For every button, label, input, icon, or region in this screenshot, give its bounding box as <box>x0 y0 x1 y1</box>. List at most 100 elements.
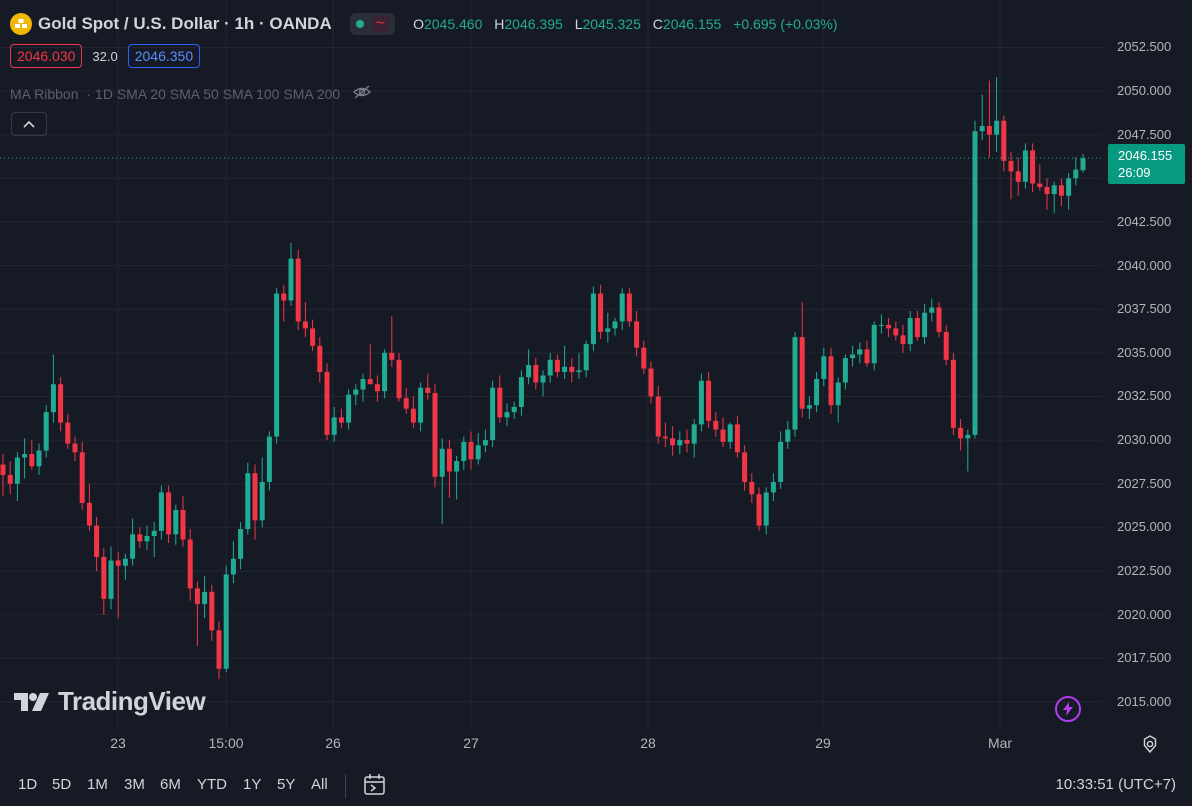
candle-body <box>929 307 935 313</box>
candle-body <box>677 440 683 446</box>
candle-body <box>86 502 92 526</box>
range-button-3m[interactable]: 3M <box>124 776 145 793</box>
candle-body <box>950 359 956 428</box>
candle-body <box>432 392 438 477</box>
timezone-clock[interactable]: 10:33:51 (UTC+7) <box>1055 776 1176 793</box>
candle-body <box>785 429 791 442</box>
candle-body <box>144 536 150 542</box>
lightning-icon[interactable] <box>1055 696 1081 722</box>
time-axis-label: 23 <box>110 735 126 751</box>
quote-row: 2046.030 32.0 2046.350 <box>10 44 201 68</box>
candle-body <box>914 317 920 338</box>
candle-body <box>410 408 416 423</box>
candle-body <box>101 556 107 599</box>
candle-body <box>922 312 928 338</box>
buy-price-button[interactable]: 2046.350 <box>127 44 201 68</box>
ohlc-values: O2045.460 H2046.395 L2045.325 C2046.155 … <box>413 16 837 32</box>
symbol-title[interactable]: Gold Spot / U.S. Dollar · 1h · OANDA <box>38 14 332 33</box>
candle-body <box>576 370 582 373</box>
tradingview-logo[interactable]: TradingView <box>14 686 206 717</box>
candle-body <box>396 359 402 399</box>
indicator-legend[interactable]: MA Ribbon · 1D SMA 20 SMA 50 SMA 100 SMA… <box>10 84 372 103</box>
time-axis-label: 29 <box>815 735 831 751</box>
range-button-all[interactable]: All <box>311 776 328 793</box>
candle-body <box>698 380 704 425</box>
candle-body <box>1066 178 1072 196</box>
high-value: 2046.395 <box>504 16 563 32</box>
price-axis-label: 2017.500 <box>1117 650 1172 666</box>
range-button-5d[interactable]: 5D <box>52 776 72 793</box>
candle-body <box>893 328 899 336</box>
candle-body <box>756 494 762 526</box>
candle-body <box>0 464 6 475</box>
candle-body <box>655 396 661 437</box>
sell-price-button[interactable]: 2046.030 <box>10 44 83 68</box>
candle-body <box>554 359 560 373</box>
candle-body <box>828 356 834 406</box>
candle-body <box>72 443 78 453</box>
candle-body <box>986 125 992 135</box>
candle-body <box>418 387 424 423</box>
price-axis-label: 2040.000 <box>1117 257 1172 273</box>
collapse-legend-button[interactable] <box>11 112 47 136</box>
candle-body <box>302 321 308 329</box>
market-status-pill[interactable]: ~ <box>349 13 396 35</box>
candle-body <box>850 354 856 359</box>
toolbar-divider <box>345 774 346 798</box>
indicator-name: MA Ribbon <box>10 85 79 102</box>
candle-body <box>763 492 769 526</box>
candle-body <box>223 574 229 669</box>
change-value: +0.695 (+0.03%) <box>733 16 838 32</box>
candle-body <box>799 337 805 409</box>
candle-body <box>295 258 301 322</box>
candle-body <box>598 293 604 332</box>
low-value: 2045.325 <box>582 16 641 32</box>
candle-body <box>583 344 589 371</box>
settings-gear-icon[interactable] <box>1140 734 1160 759</box>
range-button-6m[interactable]: 6M <box>160 776 181 793</box>
close-value: 2046.155 <box>662 16 722 32</box>
price-axis-label: 2042.500 <box>1117 213 1172 229</box>
range-button-5y[interactable]: 5Y <box>277 776 296 793</box>
candle-body <box>842 358 848 383</box>
candle-body <box>130 534 136 559</box>
range-button-ytd[interactable]: YTD <box>197 776 227 793</box>
candle-body <box>1044 187 1050 195</box>
hidden-eye-icon[interactable] <box>352 84 372 103</box>
candle-body <box>864 349 870 364</box>
candle-body <box>252 473 258 521</box>
range-button-1d[interactable]: 1D <box>18 776 38 793</box>
candle-body <box>684 440 690 444</box>
price-axis-label: 2032.500 <box>1117 388 1172 404</box>
chart-legend: Gold Spot / U.S. Dollar · 1h · OANDA ~ O… <box>10 10 838 38</box>
candle-body <box>1008 160 1014 172</box>
last-price-value: 2046.155 <box>1118 148 1173 163</box>
go-to-date-icon[interactable] <box>362 772 388 803</box>
candle-body <box>439 448 445 477</box>
candle-body <box>209 591 215 631</box>
candle-body <box>374 384 380 392</box>
candle-body <box>634 321 640 348</box>
candle-body <box>281 293 287 301</box>
range-button-1m[interactable]: 1M <box>87 776 108 793</box>
price-axis-label: 2022.500 <box>1117 562 1172 578</box>
candle-body <box>562 366 568 373</box>
range-button-1y[interactable]: 1Y <box>243 776 262 793</box>
candle-body <box>1080 158 1086 171</box>
candle-body <box>43 412 49 451</box>
candle-body <box>958 427 964 439</box>
candle-body <box>108 560 114 599</box>
market-open-dot-icon <box>355 20 364 28</box>
candle-body <box>972 131 978 435</box>
candle-body <box>706 380 712 421</box>
candle-body <box>1073 169 1079 179</box>
candle-body <box>994 120 1000 135</box>
candle-body <box>936 307 942 332</box>
candle-body <box>533 365 539 383</box>
candle-body <box>324 372 330 435</box>
candle-body <box>1051 185 1057 195</box>
price-axis-label: 2015.000 <box>1117 693 1172 709</box>
bar-countdown: 26:09 <box>1118 165 1151 180</box>
candle-body <box>619 293 625 322</box>
